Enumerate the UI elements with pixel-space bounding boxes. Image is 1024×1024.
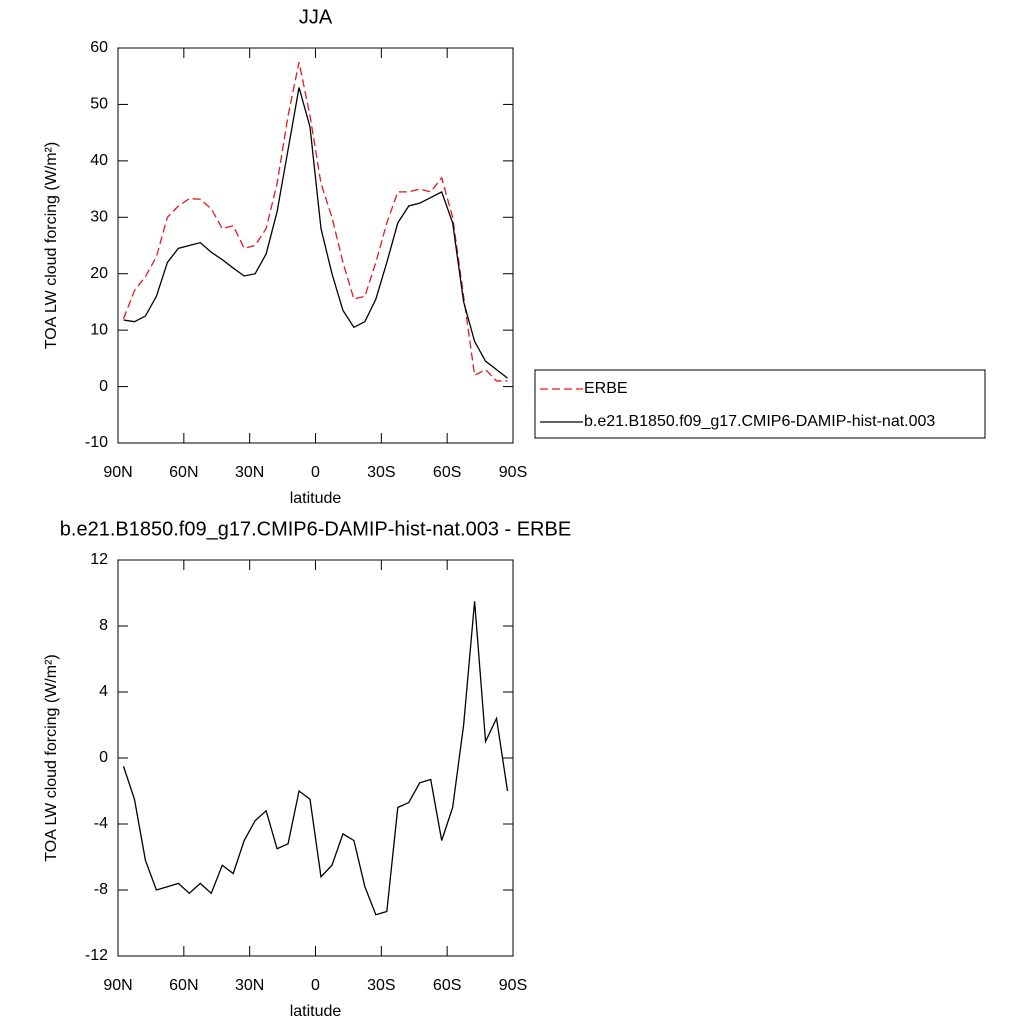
x-tick-label: 90S [499, 464, 527, 481]
data-line [122, 61, 508, 382]
chart-title: JJA [299, 6, 333, 28]
x-axis-label: latitude [290, 1003, 342, 1020]
x-tick-label: 90N [103, 977, 132, 994]
x-tick-label: 60N [169, 464, 198, 481]
y-tick-label: 40 [90, 152, 108, 169]
plot-frame [117, 47, 514, 444]
data-line [122, 601, 509, 916]
legend-label: b.e21.B1850.f09_g17.CMIP6-DAMIP-hist-nat… [584, 413, 935, 430]
x-tick-label: 0 [311, 977, 320, 994]
x-tick-label: 90N [103, 464, 132, 481]
y-tick-label: 30 [90, 209, 108, 226]
y-tick-label: 12 [90, 551, 108, 568]
y-tick-label: -12 [85, 947, 108, 964]
y-tick-label: -8 [94, 881, 108, 898]
y-tick-label: -4 [94, 815, 108, 832]
y-tick-label: 50 [90, 96, 108, 113]
y-tick-label: 60 [90, 39, 108, 56]
x-tick-label: 60S [433, 977, 461, 994]
x-tick-label: 0 [311, 464, 320, 481]
x-tick-label: 60N [169, 977, 198, 994]
data-line [123, 87, 508, 379]
x-tick-label: 30S [367, 977, 395, 994]
y-tick-label: 0 [99, 749, 108, 766]
chart-title: b.e21.B1850.f09_g17.CMIP6-DAMIP-hist-nat… [60, 518, 571, 540]
x-tick-label: 60S [433, 464, 461, 481]
y-axis-label: TOA LW cloud forcing (W/m²) [43, 142, 60, 349]
x-tick-label: 30N [235, 464, 264, 481]
y-tick-label: -10 [85, 434, 108, 451]
y-tick-label: 20 [90, 265, 108, 282]
x-tick-label: 30S [367, 464, 395, 481]
y-axis-label: TOA LW cloud forcing (W/m²) [43, 654, 60, 861]
x-axis-label: latitude [290, 490, 342, 507]
y-tick-label: 4 [99, 683, 108, 700]
plot-frame [117, 559, 514, 957]
y-tick-label: 0 [99, 378, 108, 395]
x-tick-label: 30N [235, 977, 264, 994]
legend-box [534, 369, 986, 439]
y-tick-label: 8 [99, 617, 108, 634]
x-tick-label: 90S [499, 977, 527, 994]
legend-label: ERBE [584, 380, 628, 397]
y-tick-label: 10 [90, 321, 108, 338]
